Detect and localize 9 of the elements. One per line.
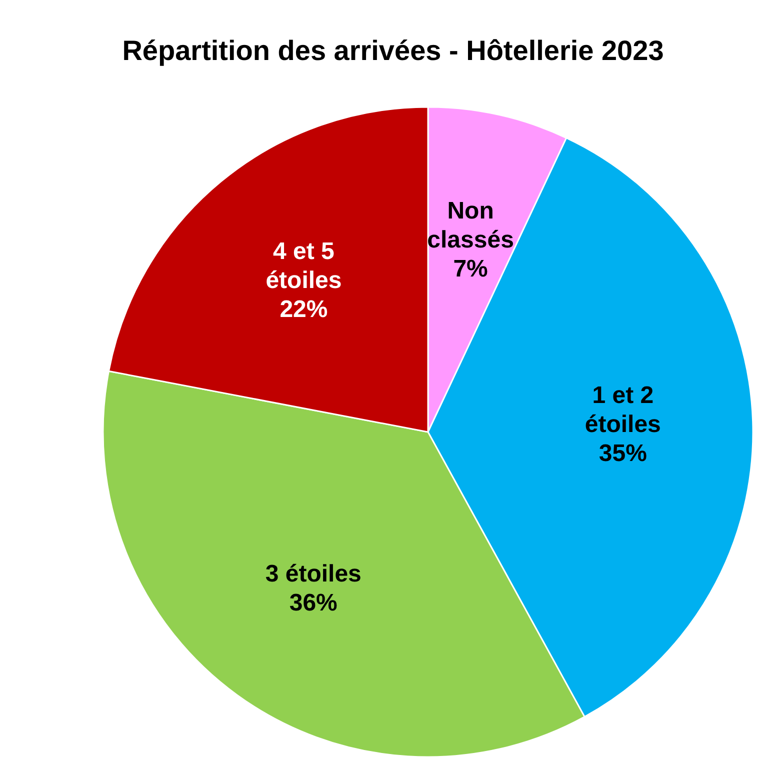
data-label: 7% [453, 256, 488, 284]
slice-label: 4 et 5 étoiles [266, 238, 342, 294]
data-label: 36% [289, 590, 338, 617]
slice-label: 3 étoiles [265, 560, 362, 588]
data-label: 35% [598, 440, 647, 468]
chart-title: Répartition des arrivées - Hôtellerie 2023 [122, 35, 664, 66]
data-label: 22% [280, 296, 328, 324]
slice-label: Non classés [427, 198, 514, 254]
slice-label: 1 et 2 étoiles [584, 382, 661, 438]
